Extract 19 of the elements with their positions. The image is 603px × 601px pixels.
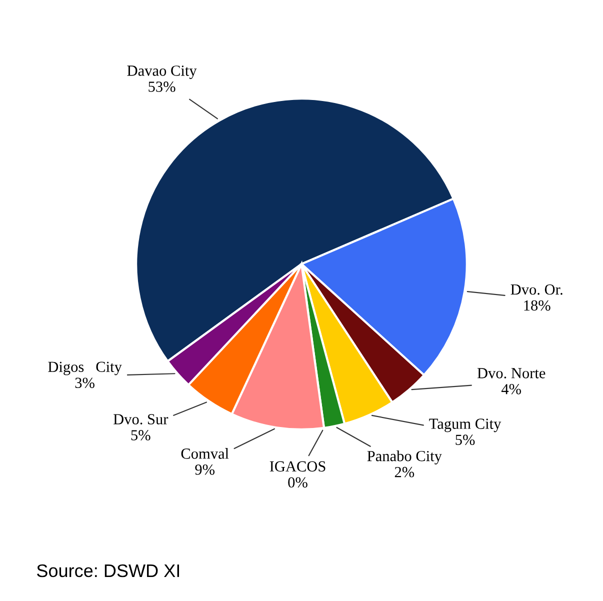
data-label: 5% <box>456 434 475 446</box>
slice-label: Dvo. Norte <box>477 368 546 378</box>
slice-label: Dvo. Or. <box>510 284 562 295</box>
data-label: 5% <box>131 430 150 440</box>
slice-label: Digos City <box>48 362 122 376</box>
data-label: 4% <box>501 384 522 394</box>
slice-label: Panabo City <box>367 450 442 464</box>
data-label: 9% <box>195 464 215 475</box>
data-label: 18% <box>524 300 550 311</box>
data-label: 2% <box>394 466 414 478</box>
legend-label: IGACOS <box>270 461 326 472</box>
slice-label: Comval <box>181 448 229 459</box>
data-label: 3% <box>75 378 94 388</box>
text: 0% <box>288 477 308 488</box>
slice-label: Tagum City <box>429 418 502 432</box>
data-label: 53% <box>148 82 176 92</box>
slice-label: Dvo. Sur <box>114 414 168 424</box>
source-note: Source: DSWD XI <box>37 564 179 578</box>
slice-label: Davao City <box>127 66 197 79</box>
